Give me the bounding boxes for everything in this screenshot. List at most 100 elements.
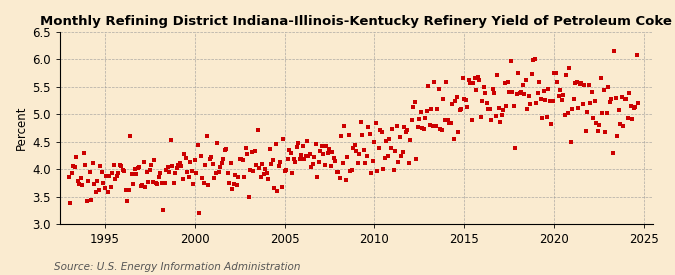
Point <box>239 175 250 179</box>
Point <box>180 156 191 160</box>
Point <box>510 145 520 150</box>
Point <box>588 116 599 120</box>
Point <box>601 111 612 115</box>
Point <box>469 76 480 80</box>
Point <box>101 174 111 178</box>
Point <box>195 154 206 159</box>
Point <box>452 95 462 99</box>
Point <box>267 158 278 163</box>
Point <box>206 155 217 159</box>
Point <box>310 142 321 146</box>
Point <box>632 101 643 106</box>
Point <box>496 113 507 117</box>
Point <box>70 165 80 169</box>
Point <box>185 160 196 164</box>
Point <box>608 151 618 156</box>
Point <box>589 99 600 103</box>
Point <box>377 130 387 134</box>
Point <box>292 141 303 145</box>
Point <box>345 169 356 173</box>
Point <box>390 149 401 154</box>
Point <box>567 107 578 111</box>
Point <box>223 181 234 186</box>
Point <box>612 134 622 138</box>
Title: Monthly Refining District Indiana-Illinois-Kentucky Refinery Yield of Petroleum : Monthly Refining District Indiana-Illino… <box>40 15 672 28</box>
Point <box>63 175 74 179</box>
Point <box>137 183 148 187</box>
Point <box>205 156 215 161</box>
Point <box>189 158 200 163</box>
Point <box>402 128 413 133</box>
Point <box>594 123 605 127</box>
Point <box>339 123 350 128</box>
Point <box>246 150 257 154</box>
Point <box>599 130 610 135</box>
Point <box>498 108 509 113</box>
Point <box>394 134 405 139</box>
Point <box>364 132 375 137</box>
Point <box>513 71 524 75</box>
Point <box>95 163 106 168</box>
Point <box>502 80 513 85</box>
Point <box>144 167 155 172</box>
Point <box>77 182 88 187</box>
Point <box>330 158 341 163</box>
Point <box>284 148 294 152</box>
Point <box>125 133 136 138</box>
Point <box>157 181 167 186</box>
Point <box>164 170 175 175</box>
Point <box>119 169 130 173</box>
Point <box>396 154 407 158</box>
Point <box>282 157 293 161</box>
Point <box>372 169 383 173</box>
Point <box>427 124 438 129</box>
Point <box>165 138 176 143</box>
Point <box>99 185 110 190</box>
Point <box>116 164 127 168</box>
Point <box>336 133 347 138</box>
Point <box>318 152 329 156</box>
Point <box>263 177 273 182</box>
Point <box>537 116 547 120</box>
Point <box>555 88 566 92</box>
Point <box>471 88 482 92</box>
Point <box>500 81 510 85</box>
Point <box>573 106 584 110</box>
Point <box>360 161 371 165</box>
Point <box>520 78 531 82</box>
Point <box>176 164 186 168</box>
Point <box>485 107 495 111</box>
Point <box>454 108 465 112</box>
Point <box>200 163 211 167</box>
Point <box>383 153 394 158</box>
Point <box>492 73 503 78</box>
Point <box>130 167 140 171</box>
Point <box>400 129 411 134</box>
Point <box>275 160 286 164</box>
Point <box>474 78 485 82</box>
Point <box>631 53 642 57</box>
Point <box>152 182 163 186</box>
Point <box>595 76 606 80</box>
Point <box>143 180 154 184</box>
Point <box>304 152 315 156</box>
Point <box>582 109 593 114</box>
Text: Source: U.S. Energy Information Administration: Source: U.S. Energy Information Administ… <box>54 262 300 272</box>
Point <box>486 118 497 122</box>
Point <box>605 97 616 102</box>
Point <box>188 182 198 187</box>
Point <box>329 156 340 161</box>
Point <box>281 168 292 172</box>
Point <box>74 182 84 186</box>
Point <box>291 145 302 149</box>
Point <box>399 125 410 129</box>
Point <box>373 145 384 150</box>
Point <box>562 110 573 115</box>
Point <box>578 82 589 87</box>
Point <box>186 169 197 174</box>
Point <box>103 190 113 194</box>
Point <box>418 126 429 131</box>
Point <box>551 80 562 84</box>
Point <box>568 97 579 101</box>
Point <box>613 107 624 112</box>
